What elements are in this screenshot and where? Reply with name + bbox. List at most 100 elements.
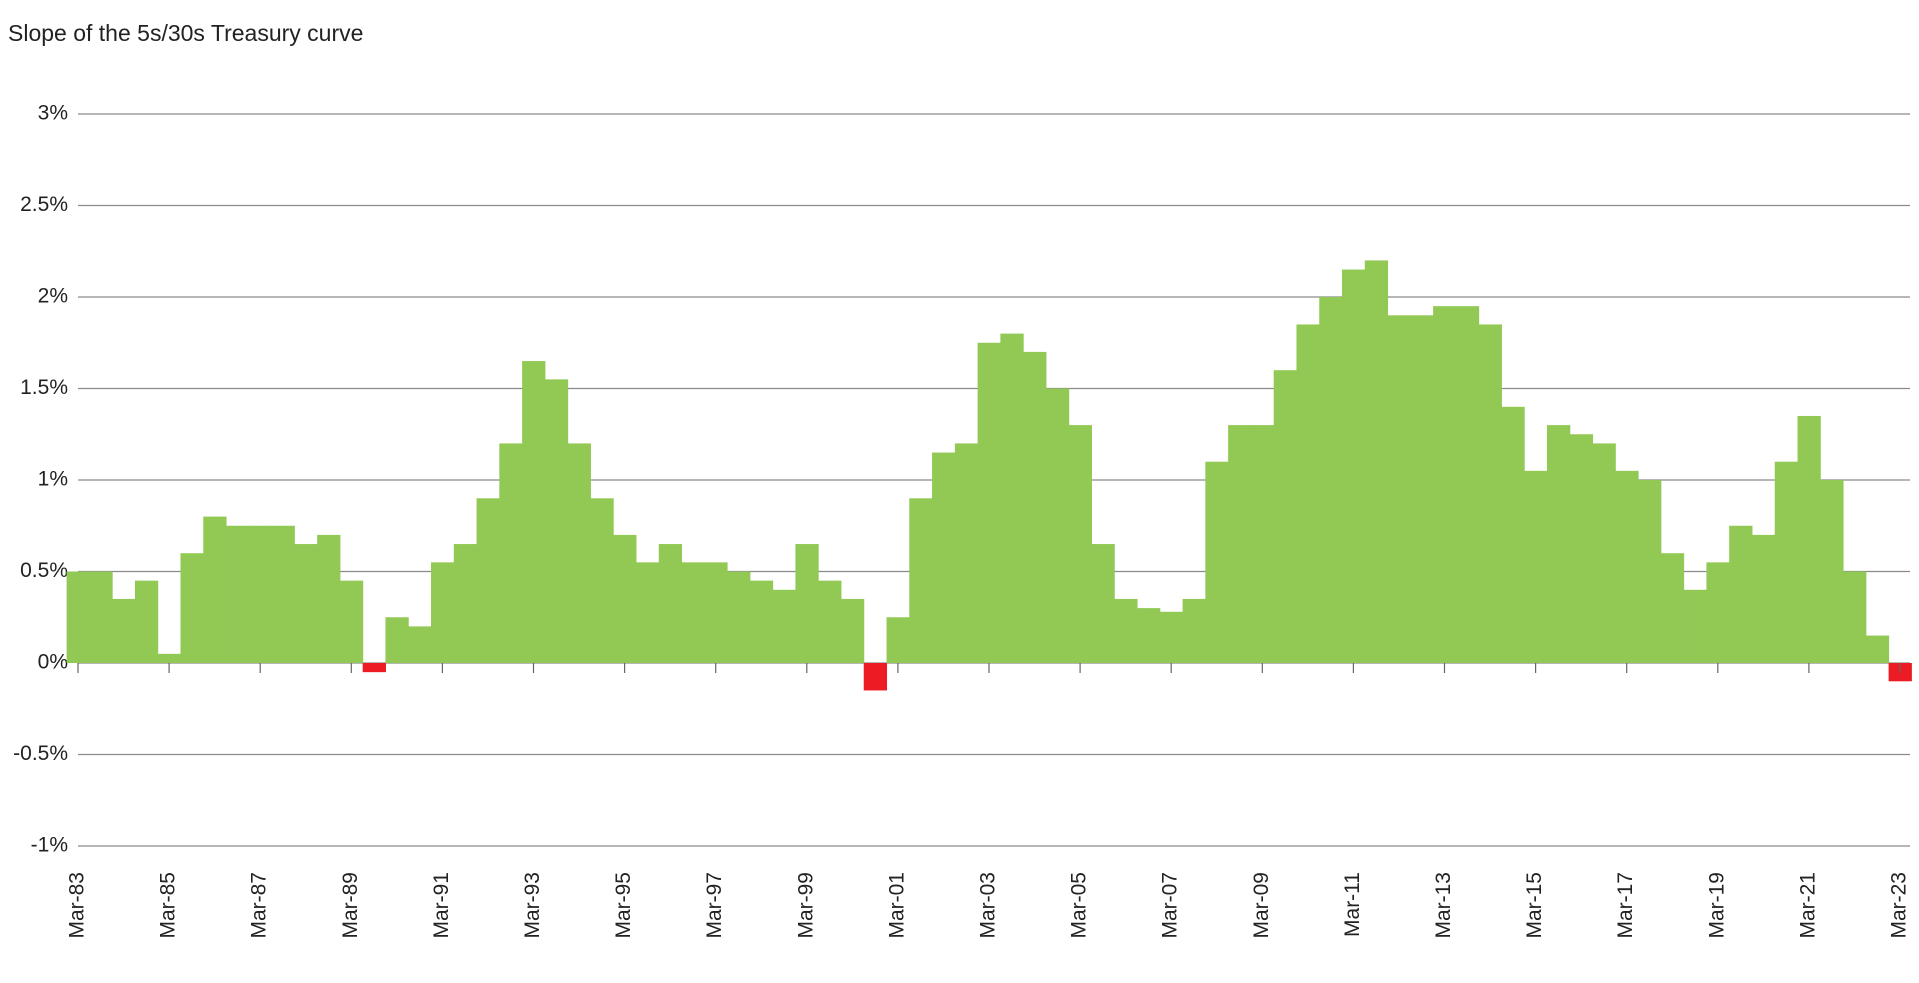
bar (294, 544, 318, 663)
bar (1615, 470, 1639, 663)
bar (909, 498, 933, 663)
bar (1774, 461, 1799, 663)
bar (1159, 611, 1184, 663)
bar (362, 663, 386, 673)
bar (840, 598, 865, 663)
bar (1546, 425, 1571, 663)
bar (317, 534, 341, 663)
bar (567, 443, 591, 663)
bar (1797, 415, 1821, 663)
x-tick-label: Mar-17 (1614, 872, 1637, 939)
bar (1843, 571, 1867, 663)
bar (1250, 425, 1275, 663)
bar (1751, 534, 1776, 663)
bar (1638, 480, 1662, 663)
bar (1205, 461, 1229, 663)
x-tick-label: Mar-11 (1341, 872, 1364, 937)
bar (863, 663, 888, 691)
bar (157, 653, 181, 663)
bar (1114, 598, 1138, 663)
bar (1569, 434, 1594, 663)
bar (66, 571, 90, 663)
bar (1091, 544, 1115, 663)
bar (1478, 324, 1502, 663)
x-tick-label: Mar-89 (339, 872, 362, 939)
y-tick-label: 1.5% (20, 376, 68, 399)
bar (431, 562, 455, 663)
bar (1319, 297, 1343, 663)
bar (1820, 480, 1844, 663)
bar (1524, 470, 1548, 663)
bar (499, 443, 523, 663)
bar (772, 589, 796, 663)
x-tick-label: Mar-07 (1159, 872, 1182, 939)
bar (1683, 589, 1707, 663)
x-tick-label: Mar-93 (521, 872, 544, 939)
bar (1045, 388, 1070, 663)
x-tick-label: Mar-91 (430, 872, 453, 939)
bar (635, 562, 660, 663)
bar (476, 498, 500, 663)
bar (932, 452, 956, 663)
bar (1592, 443, 1616, 663)
bar (1865, 635, 1890, 663)
bar (1660, 553, 1685, 663)
bar (795, 544, 819, 663)
bar (1387, 315, 1411, 663)
x-tick-label: Mar-23 (1888, 872, 1911, 939)
x-tick-label: Mar-05 (1068, 872, 1091, 939)
bar (1501, 406, 1525, 663)
x-tick-label: Mar-87 (248, 872, 271, 939)
x-tick-label: Mar-83 (66, 872, 89, 939)
bar (1273, 370, 1297, 663)
bar (658, 544, 683, 663)
bar (522, 361, 546, 663)
bar (203, 516, 227, 663)
bar (977, 342, 1001, 663)
x-tick-label: Mar-21 (1796, 872, 1819, 939)
bar (1137, 608, 1161, 663)
bar (134, 580, 159, 663)
bar (1364, 260, 1389, 663)
bar (544, 379, 569, 663)
bar (681, 562, 705, 663)
bar (339, 580, 364, 663)
x-tick-label: Mar-19 (1705, 872, 1728, 939)
bar (112, 598, 136, 663)
bar (1296, 324, 1320, 663)
bar (1182, 598, 1206, 663)
x-tick-label: Mar-95 (612, 872, 635, 939)
x-tick-label: Mar-97 (703, 872, 726, 939)
x-tick-label: Mar-03 (977, 872, 1000, 939)
bar (886, 617, 910, 663)
bar (818, 580, 842, 663)
y-tick-label: 2.5% (20, 193, 68, 216)
x-tick-label: Mar-13 (1432, 872, 1455, 939)
bar (248, 525, 273, 663)
y-tick-label: 1% (38, 468, 68, 491)
y-tick-label: -0.5% (13, 742, 68, 765)
bar (1433, 306, 1457, 663)
bar (954, 443, 979, 663)
bar (1455, 306, 1480, 663)
bar (226, 525, 250, 663)
y-tick-label: 2% (38, 285, 68, 308)
bar (408, 626, 432, 663)
bar (180, 553, 204, 663)
y-tick-label: 0% (38, 651, 68, 674)
bar (727, 571, 751, 663)
bar (1068, 425, 1092, 663)
bar (613, 534, 637, 663)
bar (590, 498, 614, 663)
x-tick-label: Mar-15 (1523, 872, 1546, 939)
bar (704, 562, 728, 663)
bar (749, 580, 774, 663)
bar (1729, 525, 1753, 663)
bar (1410, 315, 1434, 663)
bar (1228, 425, 1252, 663)
chart-title: Slope of the 5s/30s Treasury curve (8, 20, 363, 46)
bar (453, 544, 478, 663)
y-tick-label: -1% (31, 834, 68, 857)
